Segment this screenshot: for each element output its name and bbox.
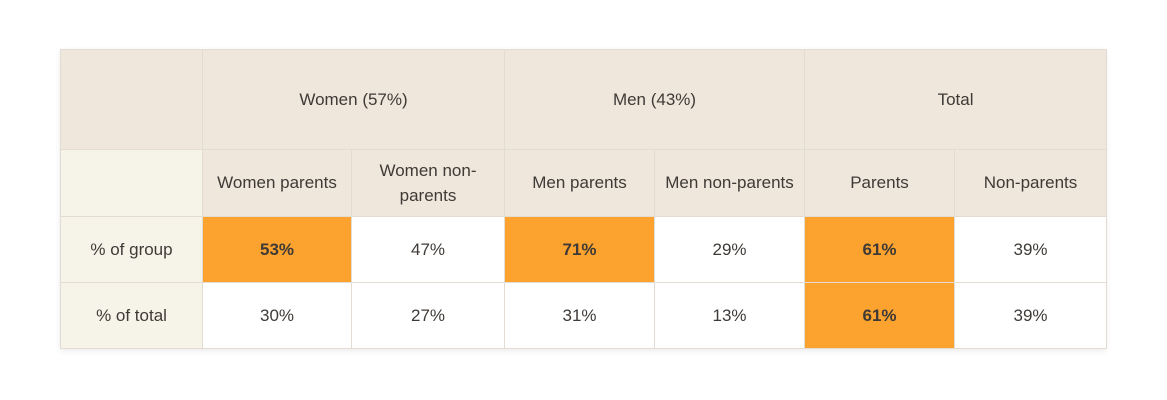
subheader-blank-cell: [60, 149, 203, 217]
highlighted-data-cell: 61%: [804, 281, 956, 350]
column-header-women-parents: Women parents: [202, 149, 352, 217]
column-header-men-parents: Men parents: [504, 149, 655, 217]
group-header-total: Total: [804, 48, 1108, 151]
data-cell: 30%: [202, 281, 352, 350]
column-header-non-parents: Non-parents: [954, 149, 1108, 217]
group-header-row: Women (57%) Men (43%) Total: [60, 48, 1108, 151]
data-cell: 31%: [504, 281, 655, 350]
highlighted-data-cell: 53%: [202, 215, 352, 283]
data-cell: 13%: [653, 281, 806, 350]
group-header-women: Women (57%): [202, 48, 505, 151]
column-header-women-non-parents: Women non-parents: [351, 149, 505, 217]
data-table: Women (57%) Men (43%) Total Women parent…: [60, 48, 1108, 350]
table-row-pct-of-group: % of group 53% 47% 71% 29% 61% 39%: [60, 215, 1108, 283]
highlighted-data-cell: 71%: [504, 215, 655, 283]
row-label-pct-of-total: % of total: [60, 281, 203, 350]
data-cell: 39%: [954, 215, 1108, 283]
row-label-pct-of-group: % of group: [60, 215, 203, 283]
highlighted-data-cell: 61%: [804, 215, 956, 283]
column-header-men-non-parents: Men non-parents: [653, 149, 806, 217]
data-cell: 47%: [351, 215, 505, 283]
data-table-container: Women (57%) Men (43%) Total Women parent…: [60, 48, 1108, 350]
column-header-row: Women parents Women non-parents Men pare…: [60, 149, 1108, 217]
data-cell: 39%: [954, 281, 1108, 350]
table-row-pct-of-total: % of total 30% 27% 31% 13% 61% 39%: [60, 281, 1108, 350]
data-cell: 29%: [653, 215, 806, 283]
corner-cell: [60, 48, 203, 151]
data-cell: 27%: [351, 281, 505, 350]
column-header-parents: Parents: [804, 149, 956, 217]
group-header-men: Men (43%): [503, 48, 806, 151]
